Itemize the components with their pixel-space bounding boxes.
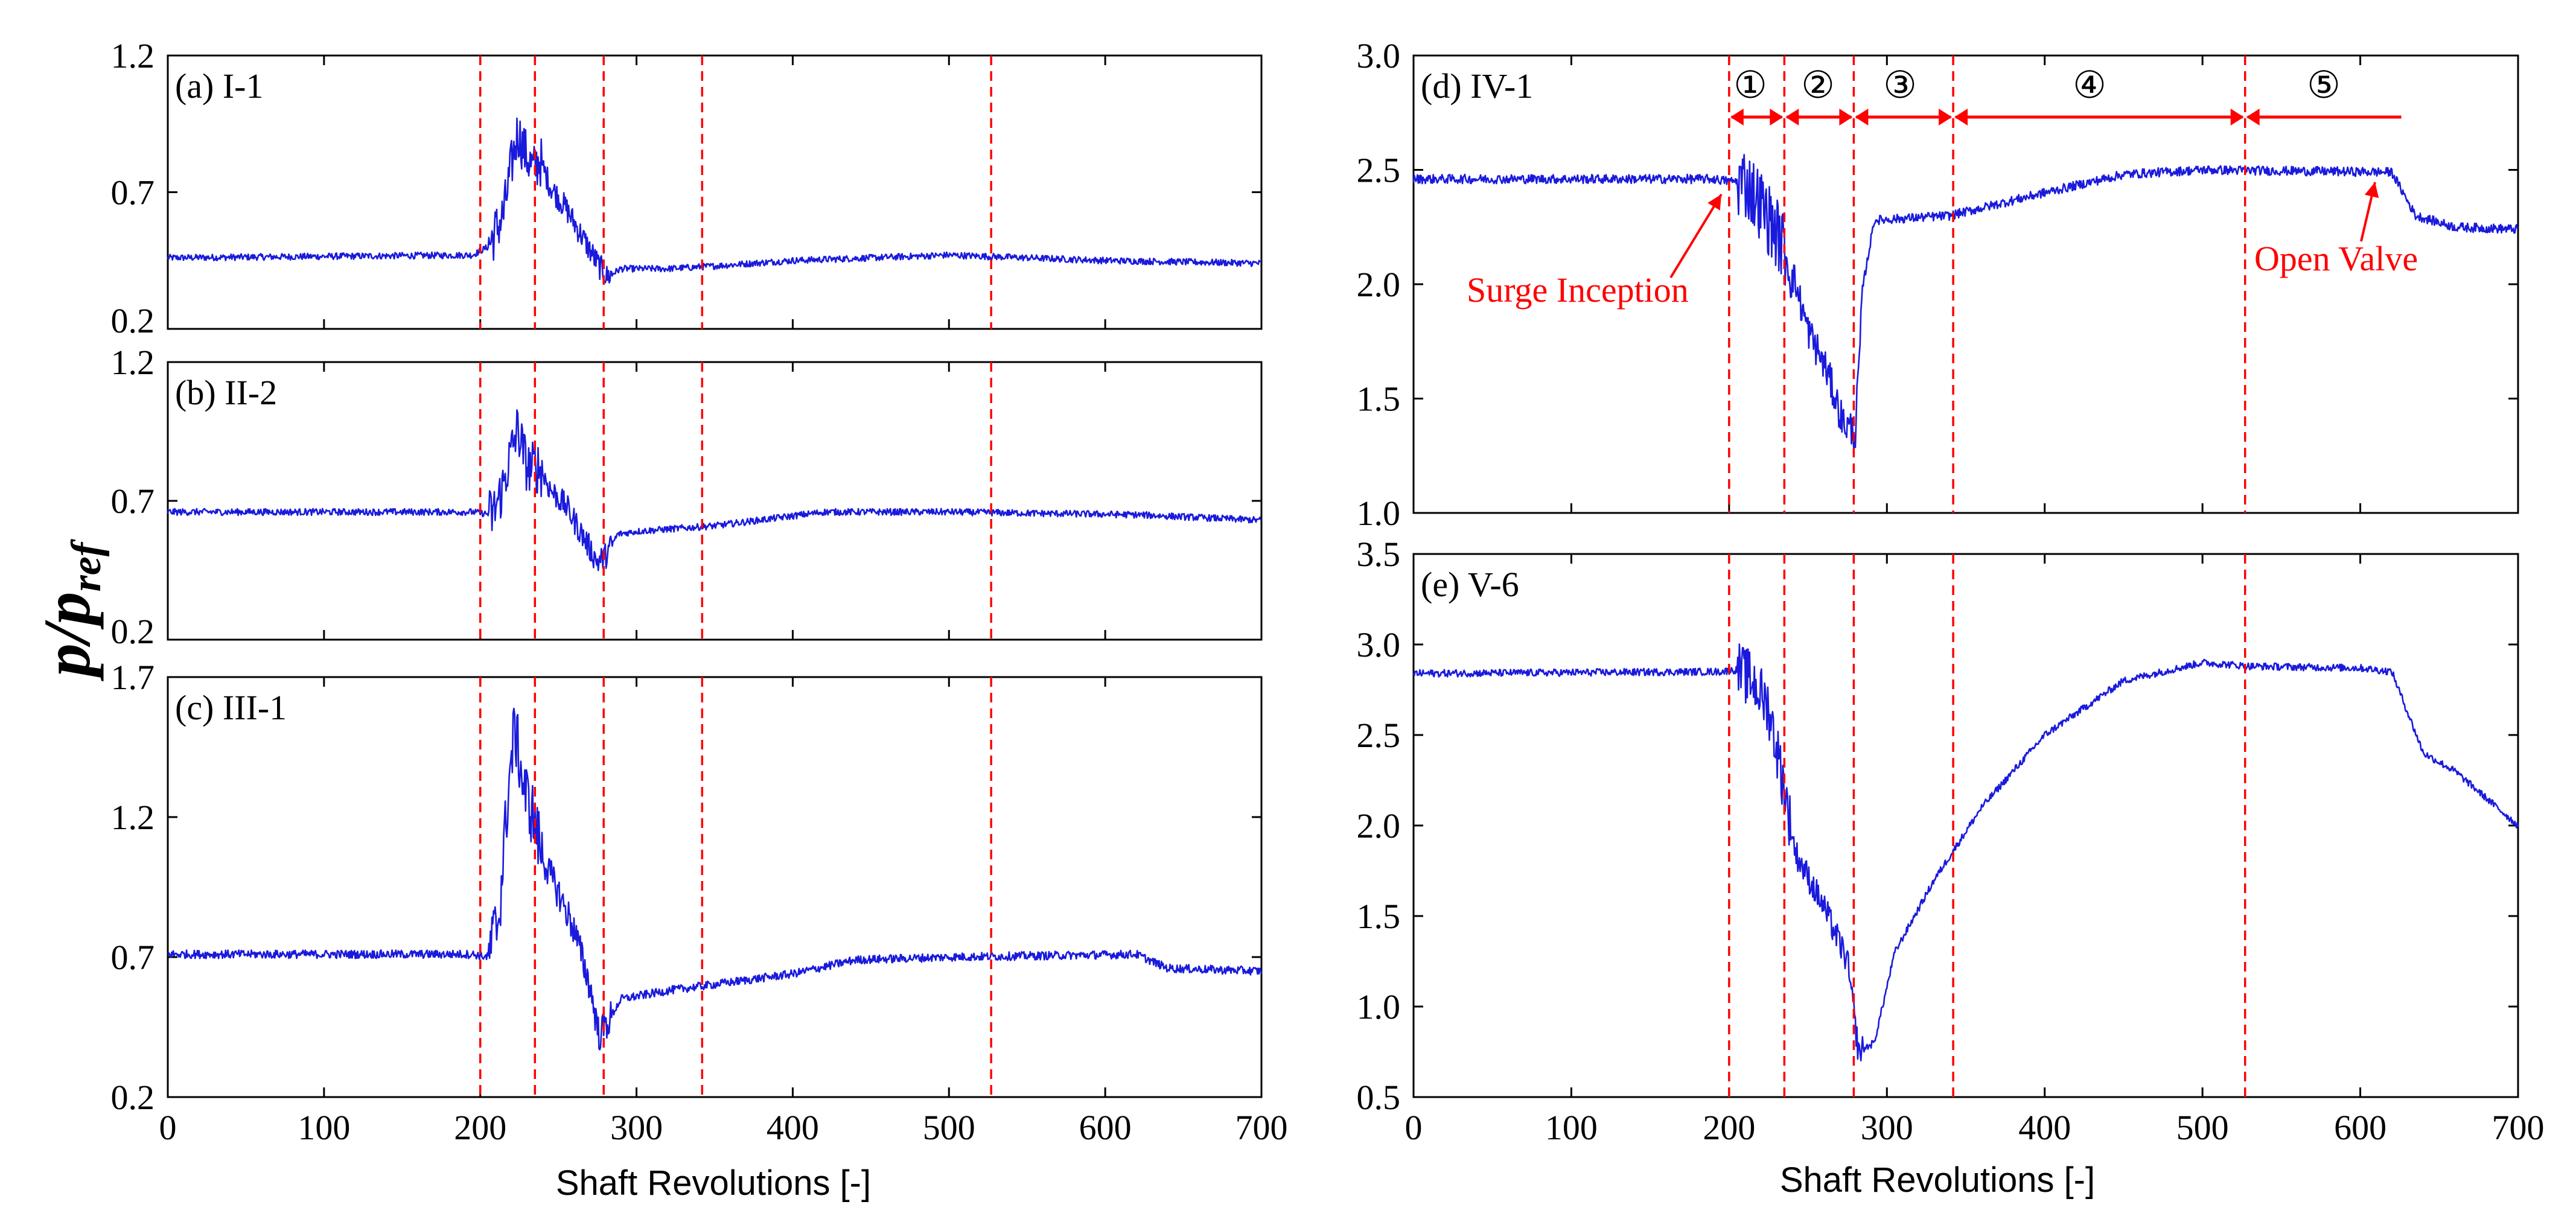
y-tick-label: 2.0 bbox=[1357, 265, 1401, 304]
x-tick-label: 400 bbox=[2018, 1108, 2071, 1147]
series-line-3 bbox=[1412, 154, 2519, 450]
y-tick-label: 1.7 bbox=[111, 658, 155, 697]
surge-inception-pointer-head bbox=[1707, 194, 1721, 211]
x-axis-label-left: Shaft Revolutions [-] bbox=[556, 1163, 871, 1203]
annotation-layer bbox=[1669, 109, 2402, 279]
phase-label-5: ⑤ bbox=[2307, 63, 2341, 107]
panel-label-3: (d) IV-1 bbox=[1421, 66, 1533, 106]
panel-frame-4 bbox=[1412, 553, 2519, 1098]
series-line-4 bbox=[1412, 643, 2519, 1061]
y-tick-label: 1.5 bbox=[1357, 380, 1401, 419]
y-tick-label: 1.2 bbox=[111, 798, 155, 837]
annotation-surge-inception: Surge Inception bbox=[1467, 270, 1689, 310]
y-tick-label: 0.2 bbox=[111, 612, 155, 651]
y-tick-label: 3.0 bbox=[1357, 625, 1401, 664]
y-tick-label: 0.2 bbox=[111, 1078, 155, 1117]
x-tick-label: 0 bbox=[159, 1108, 177, 1147]
y-tick-label: 2.0 bbox=[1357, 806, 1401, 845]
y-tick-label: 1.0 bbox=[1357, 987, 1401, 1026]
panel-label-0: (a) I-1 bbox=[175, 66, 264, 106]
x-tick-label: 300 bbox=[1861, 1108, 1913, 1147]
y-tick-label: 1.2 bbox=[111, 343, 155, 382]
panels-layer: 0.2 0.7 1.2 (a) I-1 0.2 0.7 1.2 (b) II-2 0.2 0.7 1… bbox=[111, 36, 2545, 1147]
y-tick-label: 0.7 bbox=[111, 482, 155, 521]
phase-label-1: ① bbox=[1733, 63, 1767, 107]
surge-inception-pointer bbox=[1669, 193, 1723, 279]
y-tick-label: 0.7 bbox=[111, 938, 155, 977]
panel-frame-0 bbox=[167, 54, 1263, 330]
series-line-2 bbox=[167, 707, 1263, 1051]
arrow-head bbox=[1954, 109, 1968, 126]
arrow-head bbox=[1839, 109, 1853, 126]
arrow-head bbox=[1939, 109, 1953, 126]
x-tick-label: 600 bbox=[2334, 1108, 2386, 1147]
panel-label-2: (c) III-1 bbox=[175, 688, 287, 727]
arrow-head bbox=[1785, 109, 1799, 126]
y-tick-label: 1.2 bbox=[111, 36, 155, 75]
phase-label-3: ③ bbox=[1883, 63, 1917, 107]
y-tick-label: 3.0 bbox=[1357, 36, 1401, 75]
y-tick-label: 1.0 bbox=[1357, 494, 1401, 533]
open-valve-pointer-head bbox=[2364, 182, 2379, 199]
x-tick-label: 300 bbox=[610, 1108, 663, 1147]
x-tick-label: 600 bbox=[1079, 1108, 1132, 1147]
series-line-1 bbox=[167, 409, 1262, 571]
phase-label-2: ② bbox=[1801, 63, 1835, 107]
series-line-0 bbox=[167, 117, 1261, 284]
x-tick-label: 0 bbox=[1405, 1108, 1423, 1147]
arrow-head bbox=[1730, 109, 1744, 126]
panel-label-1: (b) II-2 bbox=[175, 373, 277, 412]
y-tick-label: 2.5 bbox=[1357, 151, 1401, 190]
y-tick-label: 0.2 bbox=[111, 301, 155, 340]
y-axis-label: p/pref bbox=[30, 538, 110, 681]
y-tick-label: 2.5 bbox=[1357, 716, 1401, 755]
phase-label-4: ④ bbox=[2073, 63, 2106, 107]
x-tick-label: 500 bbox=[2176, 1108, 2229, 1147]
y-tick-label: 0.7 bbox=[111, 173, 155, 212]
arrow-head bbox=[2246, 109, 2260, 126]
x-axis-label-right: Shaft Revolutions [-] bbox=[1780, 1160, 2095, 1200]
annotation-open-valve: Open Valve bbox=[2254, 239, 2418, 278]
arrow-head bbox=[2230, 109, 2244, 126]
arrow-head bbox=[1855, 109, 1869, 126]
x-tick-label: 500 bbox=[923, 1108, 975, 1147]
y-tick-label: 1.5 bbox=[1357, 897, 1401, 936]
y-tick-label: 0.5 bbox=[1357, 1078, 1401, 1117]
panel-frame-2 bbox=[167, 676, 1263, 1098]
x-tick-label: 200 bbox=[1703, 1108, 1755, 1147]
x-tick-label: 700 bbox=[1235, 1108, 1288, 1147]
x-tick-label: 400 bbox=[767, 1108, 819, 1147]
x-tick-label: 100 bbox=[298, 1108, 350, 1147]
x-tick-label: 200 bbox=[454, 1108, 506, 1147]
panel-frame-1 bbox=[167, 361, 1263, 641]
arrow-head bbox=[1770, 109, 1784, 126]
y-tick-label: 3.5 bbox=[1357, 535, 1401, 574]
x-tick-label: 100 bbox=[1545, 1108, 1598, 1147]
x-tick-label: 700 bbox=[2492, 1108, 2545, 1147]
panel-label-4: (e) V-6 bbox=[1421, 565, 1519, 604]
